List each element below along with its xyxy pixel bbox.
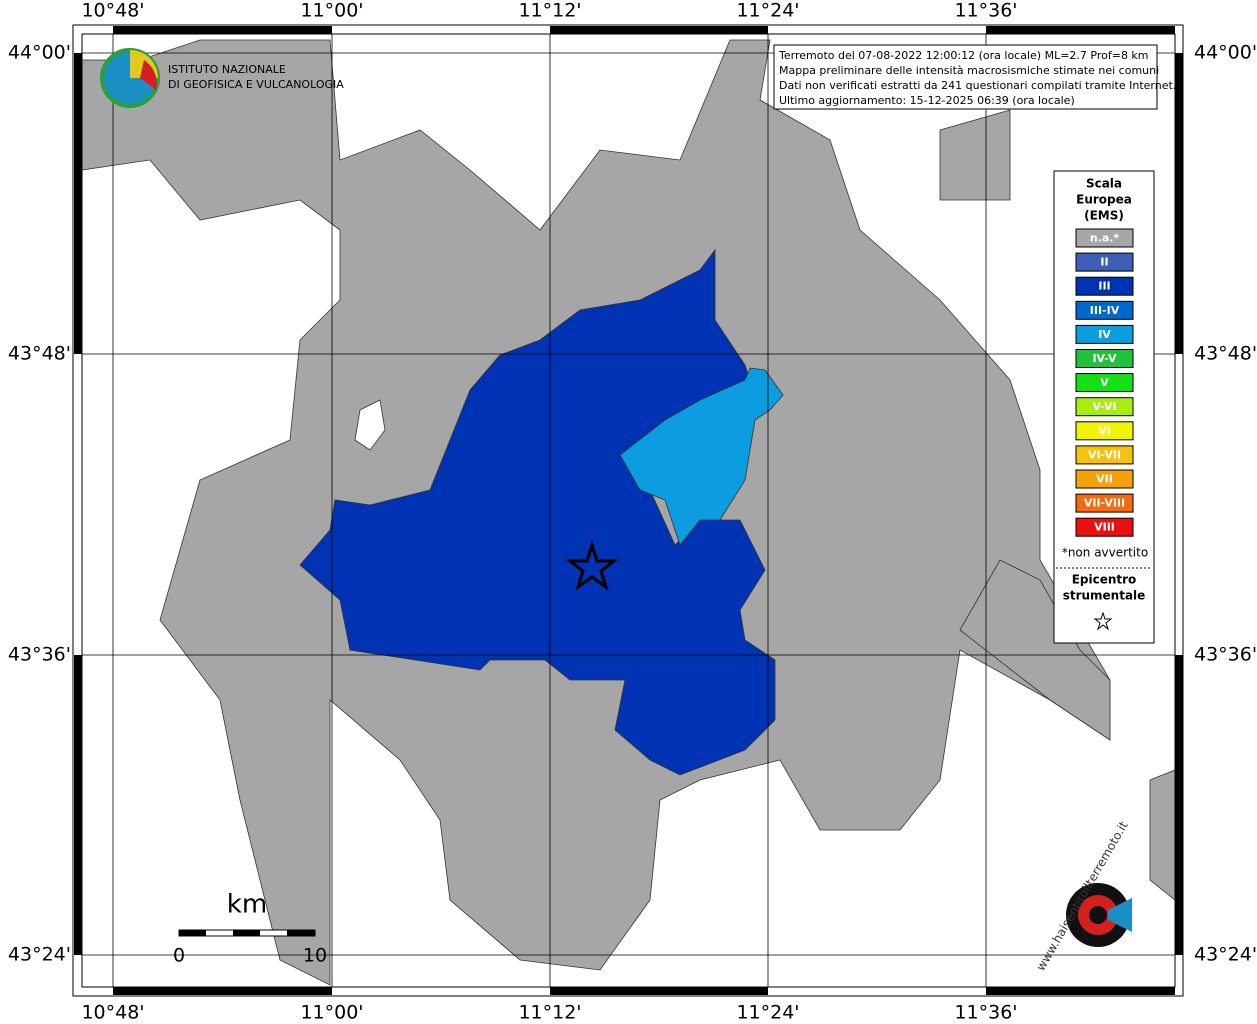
- frame-bar: [1175, 655, 1183, 955]
- frame-bar: [113, 987, 332, 995]
- legend-title: (EMS): [1084, 209, 1124, 223]
- legend-star: [1093, 611, 1113, 631]
- legend-label: VI: [1098, 424, 1111, 437]
- legend: ScalaEuropea(EMS)n.a.*IIIIIIII-IVIVIV-VV…: [1062, 177, 1148, 603]
- legend-swatch: [1075, 324, 1134, 344]
- frame-bar: [113, 26, 332, 34]
- lon-label: 11°00': [300, 0, 363, 22]
- legend-title: Europea: [1076, 193, 1132, 207]
- institute-name: ISTITUTO NAZIONALE: [168, 63, 286, 76]
- info-box: [773, 44, 1158, 110]
- legend-label: VI-VII: [1088, 448, 1121, 461]
- lat-label: 43°24': [1194, 944, 1257, 966]
- logo-segment: [140, 60, 157, 90]
- legend-label: IV-V: [1092, 352, 1117, 365]
- lon-label: 11°36': [954, 1002, 1017, 1024]
- frame-bar: [986, 987, 1175, 995]
- lat-label: 44°00': [8, 42, 71, 64]
- gray-municipalities: [1149, 769, 1176, 901]
- info-line: Dati non verificati estratti da 241 ques…: [779, 79, 1176, 92]
- scale-bar-segment: [233, 930, 260, 936]
- legend-swatch: [1075, 517, 1134, 537]
- info-line: Ultimo aggiornamento: 15-12-2025 06:39 (…: [779, 94, 1075, 107]
- legend-label: V-VI: [1092, 400, 1116, 413]
- legend-swatch: [1075, 228, 1134, 248]
- legend-label: II: [1100, 256, 1108, 269]
- lon-label: 11°24': [736, 0, 799, 22]
- lat-label: 44°00': [1194, 42, 1257, 64]
- lat-label: 43°36': [8, 644, 71, 666]
- scale-unit: km: [227, 890, 267, 920]
- legend-label: VII: [1096, 473, 1113, 486]
- intensity-IV-area: [619, 367, 784, 546]
- ingv-logo: ISTITUTO NAZIONALE DI GEOFISICA E VULCAN…: [100, 48, 344, 108]
- info-line: Mappa preliminare delle intensità macros…: [779, 64, 1159, 77]
- legend-swatch: [1075, 373, 1134, 393]
- legend-label: III-IV: [1090, 304, 1120, 317]
- scale-bar: km 0 10: [173, 890, 327, 967]
- lon-label: 11°00': [300, 1002, 363, 1024]
- epicenter-star: [565, 539, 619, 591]
- scale-end: 10: [303, 945, 327, 967]
- lon-label: 11°24': [736, 1002, 799, 1024]
- gray-municipalities: [959, 559, 1111, 741]
- legend-epicenter: Epicentro: [1072, 573, 1137, 587]
- legend-swatch: [1075, 397, 1134, 417]
- info-line: Terremoto del 07-08-2022 12:00:12 (ora l…: [778, 49, 1149, 62]
- frame: [72, 24, 1184, 997]
- land: [81, 39, 1176, 986]
- frame-bar: [1175, 53, 1183, 354]
- lon-label: 10°48': [81, 1002, 144, 1024]
- legend-label: IV: [1098, 328, 1111, 341]
- scale-bar-segment: [287, 930, 315, 936]
- white-gap: [354, 399, 386, 451]
- legend-label: VIII: [1094, 521, 1115, 534]
- gray-municipalities: [939, 109, 1011, 201]
- site-logo-core: [1089, 906, 1107, 924]
- legend-swatch: [1075, 421, 1134, 441]
- legend-swatch: [1075, 469, 1134, 489]
- legend-note: *non avvertito: [1062, 546, 1148, 560]
- frame-outer: [72, 24, 1184, 997]
- info-lines: Terremoto del 07-08-2022 12:00:12 (ora l…: [778, 49, 1176, 107]
- legend-title: Scala: [1086, 177, 1122, 191]
- site-logo-speaker: [1108, 898, 1132, 932]
- legend-label: III: [1098, 280, 1110, 293]
- lon-label: 11°12': [518, 0, 581, 22]
- lat-label: 43°48': [1194, 343, 1257, 365]
- lon-label: 11°36': [954, 0, 1017, 22]
- legend-swatch: [1075, 252, 1134, 272]
- legend-swatch: [1075, 493, 1134, 513]
- scale-bar-segment: [179, 930, 206, 936]
- institute-name: DI GEOFISICA E VULCANOLOGIA: [168, 78, 344, 91]
- lon-label: 10°48': [81, 0, 144, 22]
- lon-label: 11°12': [518, 1002, 581, 1024]
- intensity-III-area: [299, 248, 776, 776]
- frame-bar: [550, 26, 768, 34]
- lat-label: 43°48': [8, 343, 71, 365]
- legend-swatch: [1075, 300, 1134, 320]
- frame-bar: [550, 987, 768, 995]
- frame-bar: [986, 26, 1175, 34]
- legend-swatch: [1075, 445, 1134, 465]
- legend-epicenter: strumentale: [1063, 589, 1146, 603]
- frame-bar: [74, 53, 82, 354]
- legend-label: VII-VIII: [1084, 497, 1125, 510]
- legend-label: n.a.*: [1090, 232, 1120, 245]
- lat-label: 43°36': [1194, 644, 1257, 666]
- legend-swatch: [1075, 276, 1134, 296]
- legend-label: V: [1100, 376, 1109, 389]
- legend-swatch: [1075, 349, 1134, 368]
- scale-start: 0: [173, 945, 185, 967]
- lat-label: 43°24': [8, 944, 71, 966]
- frame-bar: [74, 655, 82, 955]
